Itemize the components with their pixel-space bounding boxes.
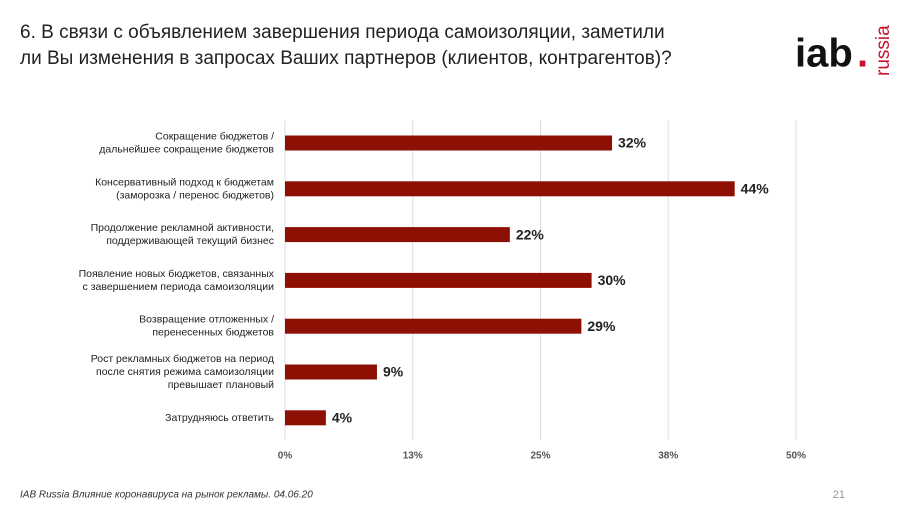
category-label: Появление новых бюджетов, связанных с зав… xyxy=(79,268,275,293)
bar xyxy=(285,135,613,151)
bar xyxy=(285,181,735,197)
bar xyxy=(285,318,582,334)
value-label: 29% xyxy=(587,318,616,334)
value-label: 30% xyxy=(598,272,627,288)
logo-main: iab xyxy=(795,32,853,76)
x-tick-label: 38% xyxy=(658,451,678,462)
footer-source: IAB Russia Влияние коронавируса на рынок… xyxy=(20,490,313,501)
x-tick-label: 50% xyxy=(786,451,806,462)
title-line: ли Вы изменения в запросах Ваших партнер… xyxy=(20,48,672,69)
category-label: Затрудняюсь ответить xyxy=(165,412,274,424)
category-label: Рост рекламных бюджетов на период после с… xyxy=(91,353,274,391)
bar xyxy=(285,410,326,426)
x-tick-label: 13% xyxy=(403,451,423,462)
bar xyxy=(285,364,377,380)
category-label: Консервативный подход к бюджетам (замороз… xyxy=(95,176,274,201)
value-label: 22% xyxy=(516,226,545,242)
x-tick-label: 0% xyxy=(278,451,293,462)
logo-side: russia xyxy=(873,25,894,76)
logo-dot: . xyxy=(857,32,868,76)
title-line: 6. В связи с объявлением завершения пери… xyxy=(20,22,665,43)
value-label: 9% xyxy=(383,364,404,380)
bar xyxy=(285,272,592,288)
bar xyxy=(285,227,510,243)
x-tick-label: 25% xyxy=(530,451,550,462)
value-label: 44% xyxy=(741,181,770,197)
value-label: 4% xyxy=(332,410,353,426)
category-label: Продолжение рекламной активности, поддерж… xyxy=(91,222,274,247)
value-label: 32% xyxy=(618,135,647,151)
page-number: 21 xyxy=(833,489,845,501)
category-label: Возвращение отложенных / перенесенных бюд… xyxy=(139,313,274,338)
category-label: Сокращение бюджетов / дальнейшее сокращен… xyxy=(99,130,274,155)
